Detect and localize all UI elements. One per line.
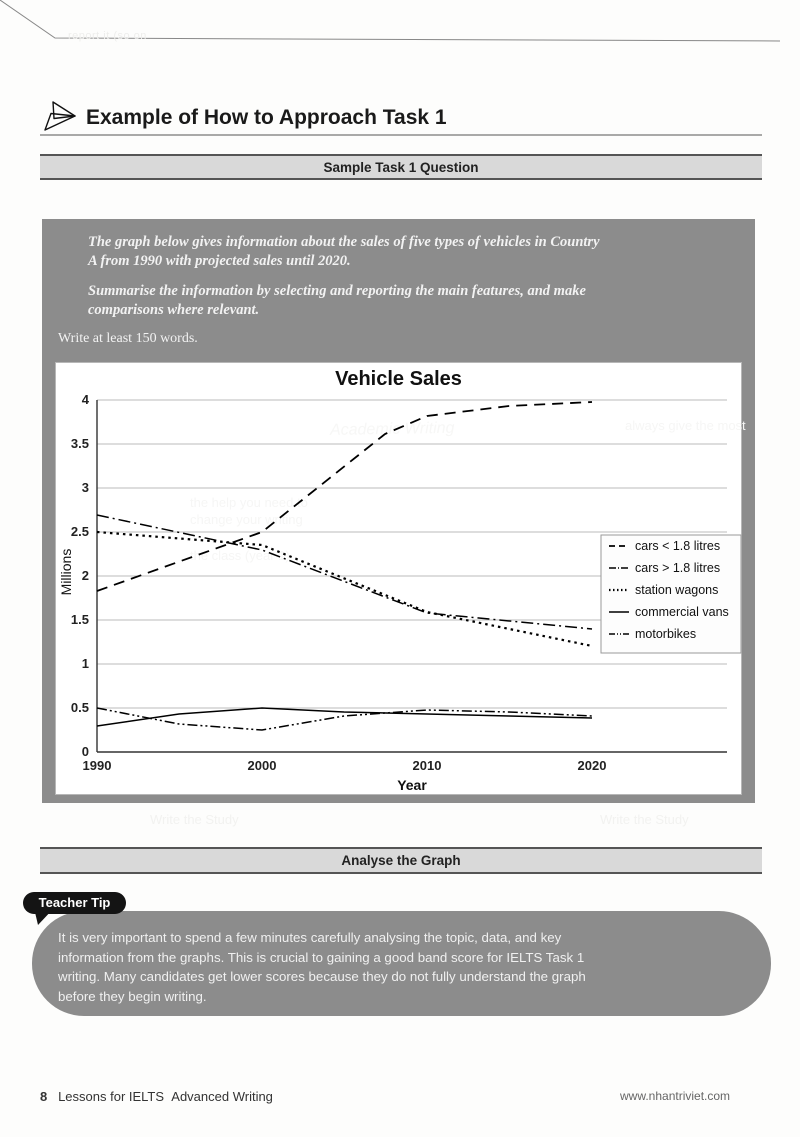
svg-text:Millions: Millions [58, 549, 74, 596]
svg-text:1990: 1990 [83, 758, 112, 773]
svg-text:1.5: 1.5 [71, 612, 89, 627]
svg-text:Year: Year [397, 777, 427, 793]
svg-text:0.5: 0.5 [71, 700, 89, 715]
svg-text:2.5: 2.5 [71, 524, 89, 539]
svg-text:motorbikes: motorbikes [635, 627, 696, 641]
svg-text:3.5: 3.5 [71, 436, 89, 451]
svg-text:commercial vans: commercial vans [635, 605, 729, 619]
svg-text:2: 2 [82, 568, 89, 583]
svg-text:2000: 2000 [248, 758, 277, 773]
svg-text:2020: 2020 [578, 758, 607, 773]
svg-text:2010: 2010 [413, 758, 442, 773]
svg-text:cars < 1.8 litres: cars < 1.8 litres [635, 539, 720, 553]
svg-text:station wagons: station wagons [635, 583, 718, 597]
svg-text:3: 3 [82, 480, 89, 495]
svg-text:1: 1 [82, 656, 89, 671]
svg-text:cars > 1.8 litres: cars > 1.8 litres [635, 561, 720, 575]
svg-text:0: 0 [82, 744, 89, 759]
svg-text:4: 4 [82, 392, 90, 407]
